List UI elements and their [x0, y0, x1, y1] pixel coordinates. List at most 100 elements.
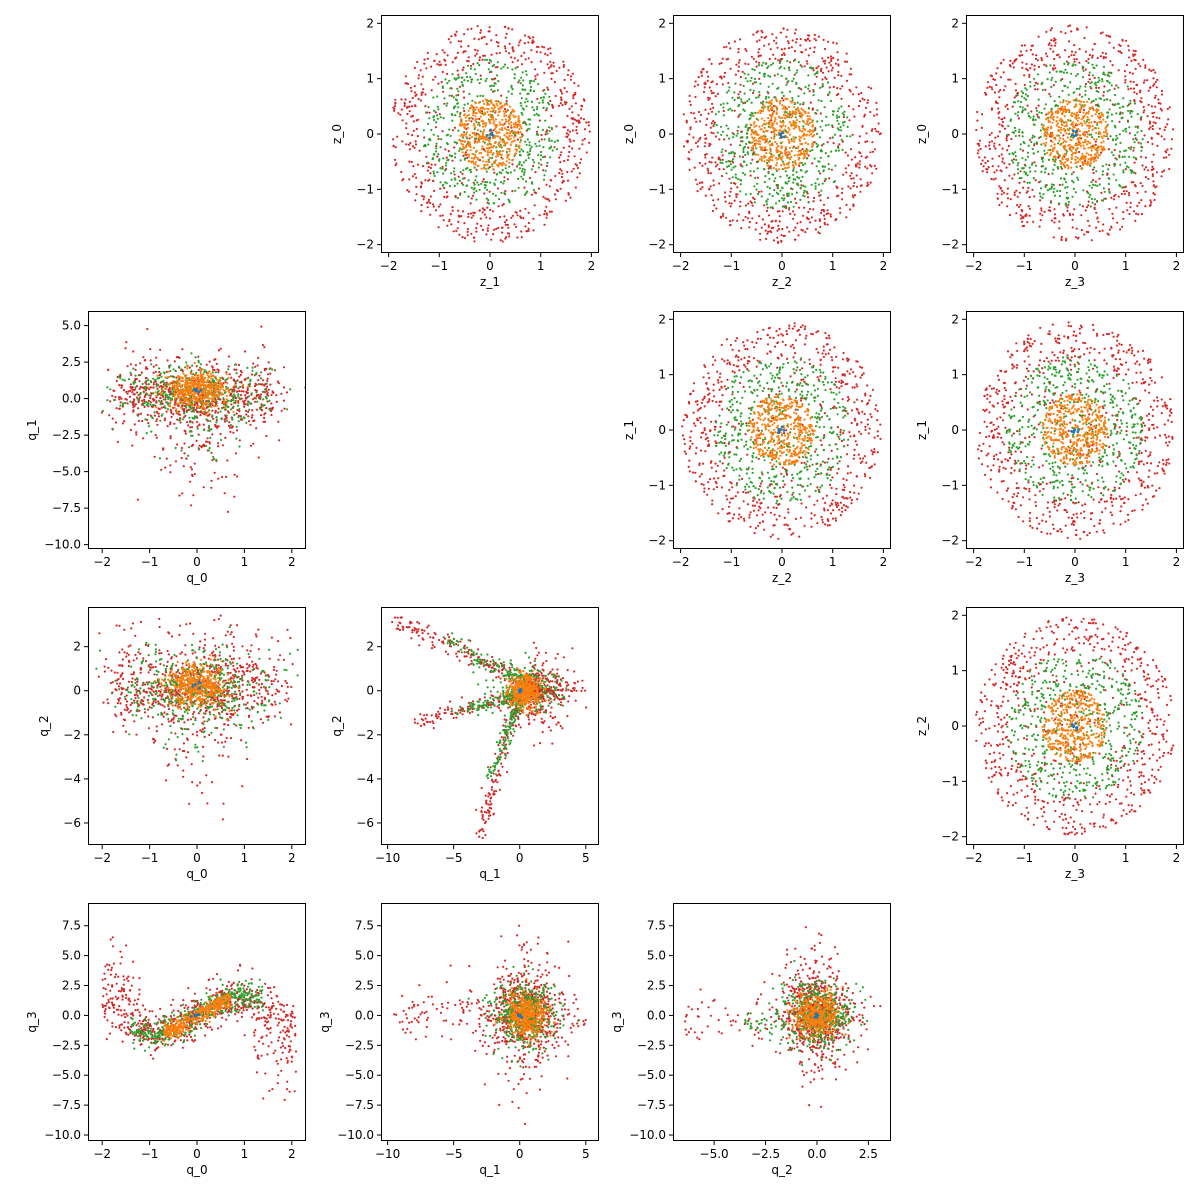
scatter-point-outer — [751, 196, 755, 199]
scatter-point-outer — [1132, 181, 1135, 184]
scatter-point-outer — [711, 156, 714, 159]
scatter-point-inner — [770, 117, 773, 120]
scatter-point-inner — [486, 149, 489, 152]
scatter-point-outer — [427, 179, 430, 182]
scatter-point-outer — [718, 138, 721, 141]
scatter-point-outer — [427, 165, 430, 169]
scatter-point-outer — [813, 37, 816, 40]
scatter-point-outer — [800, 88, 803, 91]
scatter-point-inner — [463, 153, 466, 156]
scatter-point-outer — [539, 51, 542, 54]
scatter-point-inner — [508, 153, 511, 156]
scatter-point-outer — [473, 240, 476, 243]
scatter-point-outer — [1151, 173, 1154, 176]
scatter-point-outer — [447, 38, 450, 41]
scatter-point-inner — [487, 160, 490, 163]
scatter-point-middle — [1092, 99, 1095, 102]
scatter-point-middle — [763, 75, 766, 78]
scatter-point-middle — [1052, 168, 1055, 171]
scatter-point-outer — [866, 140, 869, 143]
scatter-point-outer — [146, 327, 149, 331]
scatter-point-outer — [545, 205, 548, 208]
scatter-point-outer — [754, 228, 757, 231]
scatter-point-outer — [497, 205, 500, 208]
scatter-point-inner — [782, 121, 785, 124]
scatter-point-outer — [739, 200, 742, 203]
scatter-point-outer — [1093, 120, 1096, 123]
scatter-point-outer — [729, 47, 732, 50]
scatter-point-inner — [507, 128, 510, 131]
scatter-point-outer — [1151, 127, 1154, 131]
scatter-point-middle — [1067, 196, 1070, 199]
scatter-point-middle — [1106, 74, 1109, 77]
scatter-point-middle — [1036, 150, 1040, 153]
scatter-point-middle — [491, 78, 494, 81]
scatter-point-outer — [411, 145, 415, 148]
scatter-point-outer — [722, 212, 725, 215]
scatter-point-middle — [432, 133, 435, 136]
scatter-point-inner — [509, 105, 512, 108]
scatter-point-middle — [1033, 135, 1036, 138]
scatter-point-outer — [875, 113, 879, 116]
scatter-point-outer — [463, 109, 466, 113]
scatter-point-middle — [1115, 134, 1118, 137]
scatter-point-inner — [465, 123, 468, 126]
scatter-point-outer — [1050, 219, 1054, 222]
scatter-point-outer — [472, 211, 475, 214]
scatter-point-outer — [424, 93, 427, 96]
scatter-point-outer — [576, 132, 579, 135]
scatter-point-middle — [792, 169, 795, 172]
scatter-point-middle — [1039, 187, 1043, 190]
scatter-point-middle — [722, 102, 725, 105]
scatter-point-outer — [266, 377, 269, 380]
scatter-point-outer — [1137, 213, 1140, 216]
scatter-point-outer — [1007, 133, 1010, 136]
scatter-point-outer — [824, 59, 827, 63]
scatter-point-inner — [497, 143, 500, 146]
scatter-point-inner — [501, 128, 504, 132]
scatter-point-outer — [529, 176, 532, 180]
scatter-point-middle — [849, 135, 852, 138]
scatter-point-outer — [716, 92, 719, 95]
scatter-point-middle — [462, 177, 465, 180]
scatter-point-inner — [803, 150, 806, 153]
scatter-point-inner — [1048, 154, 1052, 157]
scatter-point-middle — [1016, 164, 1019, 167]
scatter-point-middle — [807, 201, 810, 204]
scatter-point-outer — [523, 34, 526, 37]
scatter-point-outer — [393, 109, 396, 112]
scatter-point-outer — [701, 186, 704, 189]
scatter-point-inner — [775, 129, 778, 132]
scatter-point-middle — [439, 116, 442, 119]
scatter-point-outer — [1165, 151, 1168, 154]
scatter-point-middle — [777, 154, 780, 157]
scatter-point-inner — [478, 152, 481, 155]
scatter-point-outer — [1021, 149, 1025, 152]
scatter-point-inner — [1094, 153, 1097, 156]
scatter-point-inner — [1095, 131, 1098, 134]
scatter-point-outer — [1094, 140, 1097, 143]
scatter-point-outer — [757, 51, 760, 54]
scatter-point-inner — [1077, 123, 1080, 126]
scatter-point-inner — [519, 125, 522, 128]
scatter-point-inner — [467, 159, 470, 163]
scatter-point-outer — [1040, 57, 1043, 60]
scatter-point-outer — [1127, 44, 1130, 47]
scatter-point-inner — [801, 114, 804, 117]
scatter-point-middle — [531, 182, 534, 185]
scatter-point-outer — [753, 198, 756, 201]
scatter-point-inner — [497, 165, 500, 168]
scatter-point-inner — [481, 99, 485, 103]
scatter-point-middle — [1136, 131, 1139, 134]
scatter-point-outer — [564, 103, 567, 106]
scatter-point-inner — [1075, 113, 1078, 116]
scatter-point-outer — [1087, 80, 1090, 83]
scatter-point-outer — [480, 224, 483, 227]
scatter-point-inner — [1087, 146, 1090, 149]
scatter-point-inner — [1096, 121, 1099, 125]
scatter-point-inner — [483, 102, 486, 105]
scatter-point-middle — [1049, 201, 1053, 204]
scatter-point-outer — [1091, 48, 1094, 51]
scatter-point-middle — [734, 82, 737, 85]
scatter-point-middle — [439, 146, 442, 149]
